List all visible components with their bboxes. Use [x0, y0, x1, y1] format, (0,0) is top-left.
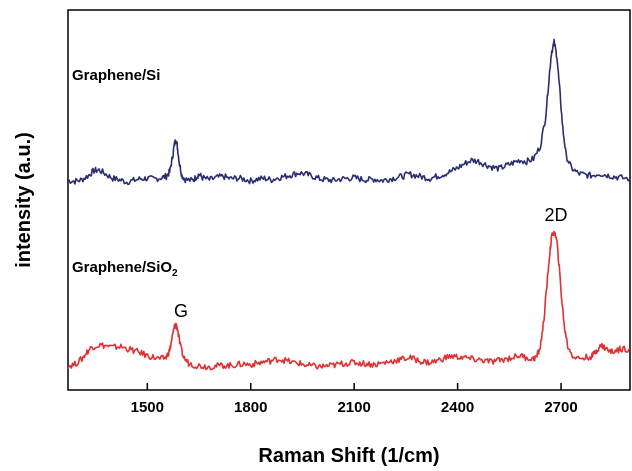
- x-axis-ticks: 1500 1800 2100 2400 2700: [131, 383, 578, 416]
- series-line-1: [67, 230, 631, 371]
- x-tick-label: 2700: [544, 399, 577, 416]
- x-axis-title: Raman Shift (1/cm): [258, 445, 439, 467]
- x-tick-label: 1800: [234, 399, 267, 416]
- annotation-2d-peak: 2D: [544, 205, 567, 225]
- x-tick-label: 2100: [337, 399, 370, 416]
- y-axis-title: intensity (a.u.): [13, 132, 35, 268]
- series-label-graphene-sio2: Graphene/SiO2: [72, 259, 178, 279]
- subscript-2: 2: [172, 268, 178, 279]
- x-tick-label: 2400: [441, 399, 474, 416]
- series-label-graphene-si: Graphene/Si: [72, 67, 160, 84]
- series-line-0: [67, 38, 631, 186]
- x-tick-label: 1500: [131, 399, 164, 416]
- annotation-g-peak: G: [174, 301, 188, 321]
- plot-frame: [67, 9, 631, 391]
- series-layer: [67, 38, 631, 371]
